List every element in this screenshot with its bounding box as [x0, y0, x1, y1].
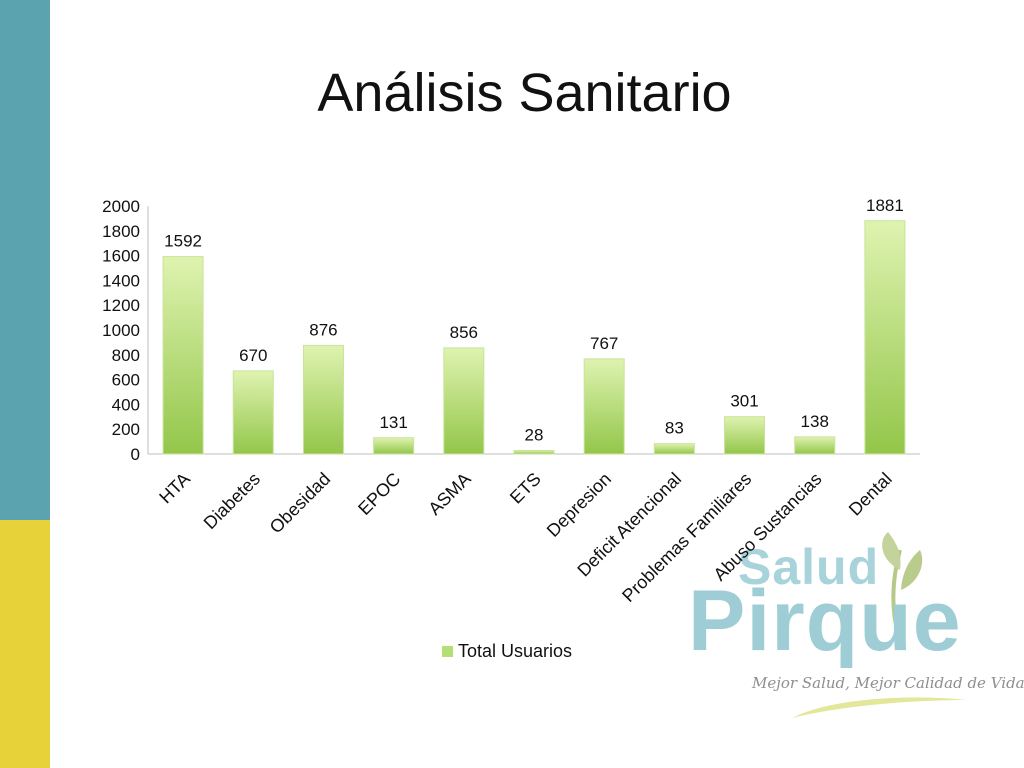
x-tick-label: Dental [845, 469, 896, 520]
y-tick-label: 0 [131, 445, 140, 464]
x-tick-label: ETS [506, 469, 545, 508]
bar-dental [864, 220, 906, 455]
data-label: 1592 [164, 232, 202, 251]
leaf-icon [882, 532, 923, 641]
yellow-side-band [0, 520, 50, 768]
y-tick-label: 1400 [102, 271, 140, 290]
data-label: 28 [525, 426, 544, 445]
y-tick-label: 1000 [102, 321, 140, 340]
legend-swatch [442, 646, 453, 657]
x-tick-label: Obesidad [266, 469, 335, 538]
data-label: 1881 [866, 196, 904, 215]
x-tick-label: HTA [155, 469, 194, 508]
bar-obesidad [302, 344, 344, 455]
logo-salud-text: Salud [738, 539, 880, 595]
data-label: 83 [665, 419, 684, 438]
data-label: 131 [379, 413, 407, 432]
bar-depresion [583, 358, 625, 455]
y-tick-label: 800 [112, 346, 140, 365]
bar-diabetes [232, 370, 274, 455]
legend-label: Total Usuarios [458, 641, 572, 661]
logo-pirque-text: Pirque [688, 573, 962, 669]
teal-side-band [0, 0, 50, 520]
slide-title: Análisis Sanitario [317, 63, 732, 123]
y-tick-label: 1800 [102, 222, 140, 241]
data-label: 670 [239, 346, 267, 365]
y-tick-label: 1200 [102, 296, 140, 315]
data-label: 138 [801, 412, 829, 431]
bar-abuso-sustancias [794, 436, 836, 455]
x-tick-label: Problemas Familiares [618, 469, 755, 606]
bar-ets [513, 450, 555, 455]
bar-hta [162, 256, 204, 455]
y-tick-label: 600 [112, 371, 140, 390]
data-label: 856 [450, 323, 478, 342]
y-tick-label: 200 [112, 420, 140, 439]
salud-pirque-logo: Salud Pirque Mejor Salud, Mejor Calidad … [680, 530, 1024, 730]
bar-deficit-atencional [653, 443, 695, 455]
x-tick-label: Diabetes [200, 469, 264, 533]
data-label: 876 [309, 320, 337, 339]
bar-problemas-familiares [724, 416, 766, 455]
x-tick-label: Depresion [543, 469, 615, 541]
y-tick-label: 2000 [102, 197, 140, 216]
x-tick-label: EPOC [354, 469, 404, 519]
logo-tagline: Mejor Salud, Mejor Calidad de Vida. [752, 674, 1024, 692]
x-tick-label: ASMA [424, 469, 474, 519]
logo-swoosh [792, 697, 968, 718]
data-label: 767 [590, 334, 618, 353]
y-tick-label: 400 [112, 395, 140, 414]
data-label: 301 [730, 392, 758, 411]
bar-asma [443, 347, 485, 455]
bar-epoc [373, 437, 415, 455]
y-tick-label: 1600 [102, 247, 140, 266]
